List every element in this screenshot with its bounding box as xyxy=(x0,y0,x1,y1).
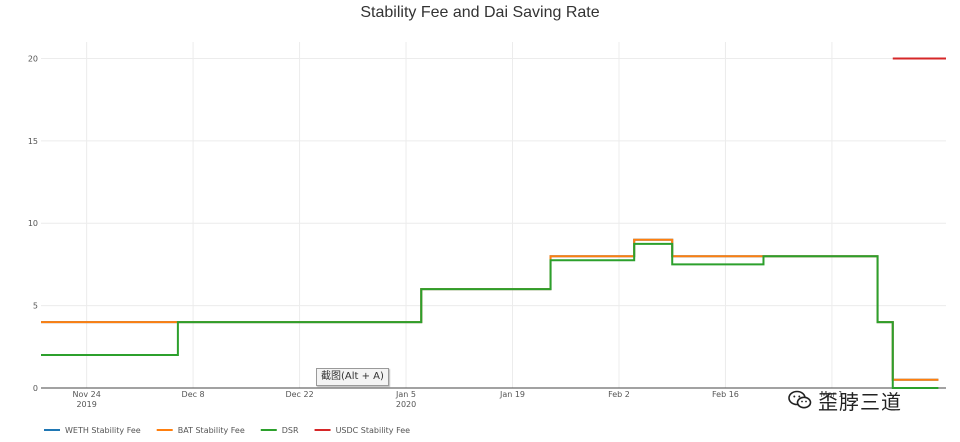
x-tick-label: Mar 1 xyxy=(821,390,844,399)
wechat-icon xyxy=(788,390,812,409)
y-tick-label: 10 xyxy=(28,219,38,228)
legend-item[interactable]: USDC Stability Fee xyxy=(314,426,411,435)
x-tick-label: Jan 5 xyxy=(395,390,416,399)
y-tick-label: 5 xyxy=(33,302,38,311)
legend-item[interactable]: BAT Stability Fee xyxy=(156,426,245,435)
grid-layer xyxy=(41,42,946,388)
legend-label: USDC Stability Fee xyxy=(336,426,411,435)
legend[interactable]: WETH Stability Fee BAT Stability Fee DSR US… xyxy=(44,426,410,435)
x-tick-label: Nov 24 xyxy=(72,390,100,399)
x-tick-label: Jan 19 xyxy=(499,390,525,399)
y-tick-label: 0 xyxy=(33,384,38,393)
legend-item[interactable]: DSR xyxy=(260,426,299,435)
legend-label: WETH Stability Fee xyxy=(65,426,141,435)
x-tick-label: Dec 8 xyxy=(182,390,205,399)
watermark-text: 歪脖三道 xyxy=(818,389,902,414)
legend-label: DSR xyxy=(282,426,299,435)
legend-item[interactable]: WETH Stability Fee xyxy=(44,426,141,435)
x-tick-label: Feb 2 xyxy=(608,390,630,399)
y-tick-label: 15 xyxy=(28,137,38,146)
series-line-2 xyxy=(41,242,939,389)
series-line-0 xyxy=(41,238,939,381)
legend-label: BAT Stability Fee xyxy=(178,426,245,435)
y-tick-label: 20 xyxy=(28,54,38,63)
x-tick-label: Feb 16 xyxy=(712,390,739,399)
chart-title: Stability Fee and Dai Saving Rate xyxy=(360,4,600,21)
screenshot-tooltip: 截图(Alt + A) xyxy=(316,368,389,386)
x-tick-year-label: 2020 xyxy=(396,400,416,409)
series-line-1 xyxy=(41,238,939,381)
series-layer xyxy=(41,57,946,389)
watermark: 歪脖三道 xyxy=(788,384,902,416)
x-tick-label: Dec 22 xyxy=(285,390,313,399)
x-tick-year-label: 2019 xyxy=(76,400,96,409)
